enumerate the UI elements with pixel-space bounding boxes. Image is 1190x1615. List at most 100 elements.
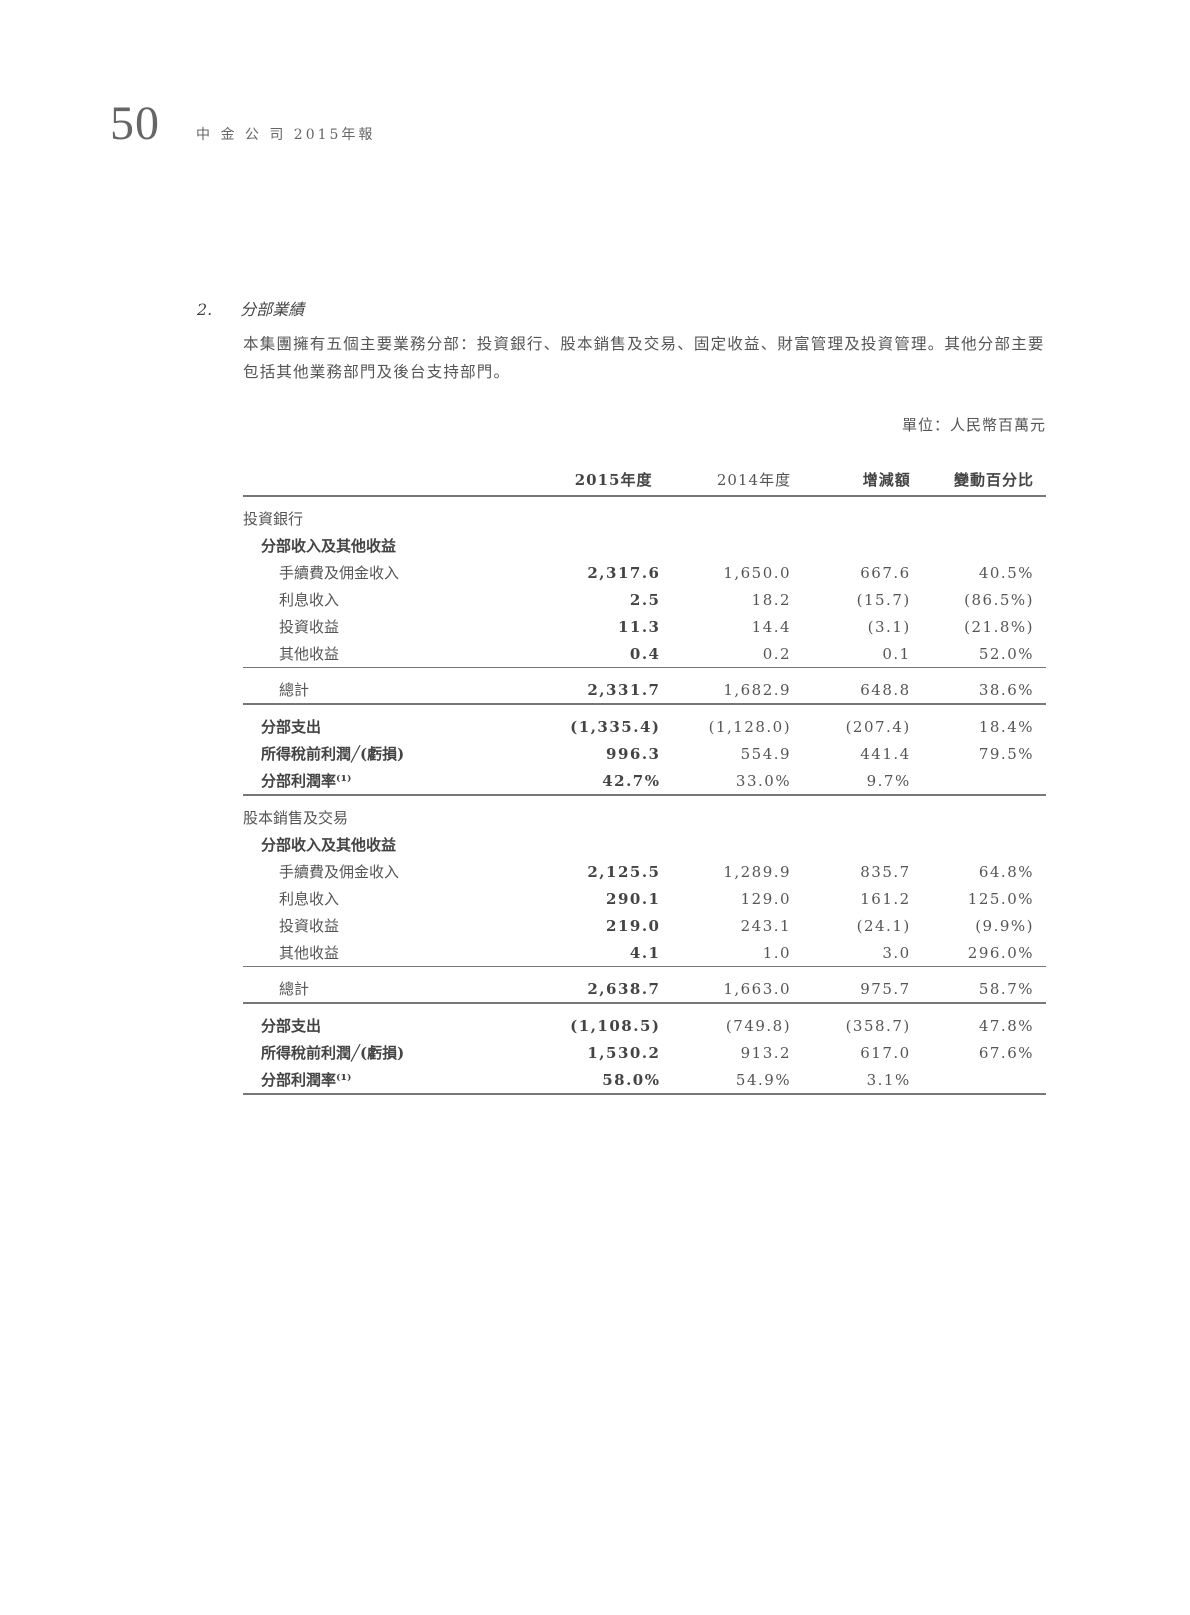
row-label: 其他收益 bbox=[243, 939, 571, 967]
row-label: 投資收益 bbox=[279, 618, 340, 636]
value-2015: 219.0 bbox=[606, 916, 661, 935]
value-2014: 129.0 bbox=[740, 889, 792, 908]
value-pct: 52.0% bbox=[910, 640, 1046, 668]
value-change: (3.1) bbox=[867, 617, 911, 636]
spacer bbox=[243, 967, 1046, 976]
value-2015: 2,638.7 bbox=[570, 975, 667, 1004]
segment-name: 股本銷售及交易 bbox=[243, 809, 349, 827]
value-change: 617.0 bbox=[860, 1043, 911, 1062]
row-label: 分部利潤率⁽¹⁾ bbox=[243, 1066, 571, 1095]
segment-name: 投資銀行 bbox=[243, 510, 304, 528]
value-2015: 290.1 bbox=[606, 889, 661, 908]
value-2015 bbox=[570, 505, 666, 532]
value-2014: 54.9% bbox=[666, 1066, 792, 1095]
row-label: 手續費及佣金收入 bbox=[279, 564, 400, 582]
value-pct: 296.0% bbox=[910, 939, 1046, 967]
value-change: (15.7) bbox=[856, 590, 911, 609]
value-2014: 1,289.9 bbox=[723, 862, 792, 881]
col-pct: 變動百分比 bbox=[910, 464, 1046, 497]
value-2014: 0.2 bbox=[666, 640, 792, 668]
value-2014: 1,682.9 bbox=[666, 676, 792, 705]
table-row: 分部支出 (1,108.5) (749.8) (358.7) 47.8% bbox=[243, 1012, 1046, 1039]
value-change: 9.7% bbox=[791, 767, 911, 796]
table-row: 分部收入及其他收益 bbox=[243, 831, 1046, 858]
unit-note: 單位：人民幣百萬元 bbox=[901, 416, 1046, 434]
table-row: 總計 2,331.7 1,682.9 648.8 38.6% bbox=[243, 676, 1046, 705]
value-change bbox=[791, 804, 911, 831]
row-label: 所得稅前利潤╱(虧損) bbox=[261, 745, 405, 763]
value-change: (358.7) bbox=[845, 1016, 911, 1035]
value-pct bbox=[910, 1066, 1046, 1095]
section-heading: 2. 分部業績 bbox=[197, 296, 304, 320]
value-2014: 554.9 bbox=[740, 744, 792, 763]
value-2014: (1,128.0) bbox=[708, 717, 792, 736]
value-2015: (1,108.5) bbox=[570, 1016, 661, 1035]
value-change bbox=[791, 532, 911, 559]
value-2014: 33.0% bbox=[666, 767, 792, 796]
value-pct: 47.8% bbox=[978, 1016, 1034, 1035]
value-pct bbox=[910, 767, 1046, 796]
value-2015: 4.1 bbox=[570, 939, 667, 967]
table-row: 利息收入 2.5 18.2 (15.7) (86.5%) bbox=[243, 586, 1046, 613]
spacer bbox=[243, 795, 1046, 804]
value-change bbox=[791, 831, 911, 858]
value-change: (24.1) bbox=[856, 916, 911, 935]
table-row: 手續費及佣金收入 2,125.5 1,289.9 835.7 64.8% bbox=[243, 858, 1046, 885]
row-label: 手續費及佣金收入 bbox=[279, 863, 400, 881]
value-2015 bbox=[570, 804, 666, 831]
value-change: 835.7 bbox=[860, 862, 911, 881]
table-row: 其他收益 0.4 0.2 0.1 52.0% bbox=[243, 640, 1046, 668]
value-change: 3.0 bbox=[791, 939, 911, 967]
value-pct bbox=[911, 804, 1046, 831]
row-label: 分部支出 bbox=[261, 1017, 322, 1035]
value-2015: (1,335.4) bbox=[570, 717, 661, 736]
value-2015: 2,317.6 bbox=[587, 563, 661, 582]
value-2014: (749.8) bbox=[725, 1016, 792, 1035]
section-title: 分部業績 bbox=[240, 300, 305, 319]
value-pct bbox=[911, 505, 1046, 532]
spacer bbox=[243, 668, 1046, 677]
value-2015: 2,125.5 bbox=[587, 862, 661, 881]
table-row: 投資收益 11.3 14.4 (3.1) (21.8%) bbox=[243, 613, 1046, 640]
col-2014: 2014年度 bbox=[666, 464, 792, 497]
value-2015: 2.5 bbox=[629, 590, 661, 609]
row-label: 利息收入 bbox=[279, 890, 340, 908]
value-change bbox=[791, 505, 911, 532]
section-number: 2. bbox=[197, 300, 213, 319]
spacer bbox=[243, 704, 1046, 713]
value-pct: 18.4% bbox=[978, 717, 1034, 736]
value-pct bbox=[911, 831, 1046, 858]
value-change: (207.4) bbox=[845, 717, 911, 736]
table-row: 投資銀行 bbox=[243, 505, 1046, 532]
col-change: 增減額 bbox=[791, 464, 911, 497]
value-2015: 11.3 bbox=[617, 617, 661, 636]
value-2014 bbox=[667, 804, 792, 831]
table-row: 分部支出 (1,335.4) (1,128.0) (207.4) 18.4% bbox=[243, 713, 1046, 740]
table-row: 利息收入 290.1 129.0 161.2 125.0% bbox=[243, 885, 1046, 912]
row-label: 分部支出 bbox=[261, 718, 322, 736]
table-row: 其他收益 4.1 1.0 3.0 296.0% bbox=[243, 939, 1046, 967]
value-2014 bbox=[667, 505, 792, 532]
value-pct: 38.6% bbox=[910, 676, 1046, 705]
value-pct: (9.9%) bbox=[975, 916, 1034, 935]
value-2014: 1.0 bbox=[666, 939, 792, 967]
row-label: 分部利潤率⁽¹⁾ bbox=[243, 767, 571, 796]
row-label: 分部收入及其他收益 bbox=[261, 537, 397, 555]
value-change: 648.8 bbox=[791, 676, 911, 705]
row-label: 分部收入及其他收益 bbox=[261, 836, 397, 854]
segment-results-table: 2015年度 2014年度 增減額 變動百分比 投資銀行 分部收入及其他收益 手續費… bbox=[243, 464, 1046, 1095]
value-2014: 913.2 bbox=[740, 1043, 792, 1062]
row-label: 利息收入 bbox=[279, 591, 340, 609]
value-2015: 42.7% bbox=[570, 767, 667, 796]
table-row: 分部收入及其他收益 bbox=[243, 532, 1046, 559]
value-pct: 40.5% bbox=[978, 563, 1034, 582]
value-2015: 0.4 bbox=[570, 640, 667, 668]
value-pct: 58.7% bbox=[910, 975, 1046, 1004]
value-2014 bbox=[667, 831, 792, 858]
value-change: 975.7 bbox=[791, 975, 911, 1004]
value-change: 161.2 bbox=[860, 889, 911, 908]
value-2014: 14.4 bbox=[751, 617, 792, 636]
value-2014: 1,650.0 bbox=[723, 563, 792, 582]
spacer bbox=[243, 496, 1046, 505]
